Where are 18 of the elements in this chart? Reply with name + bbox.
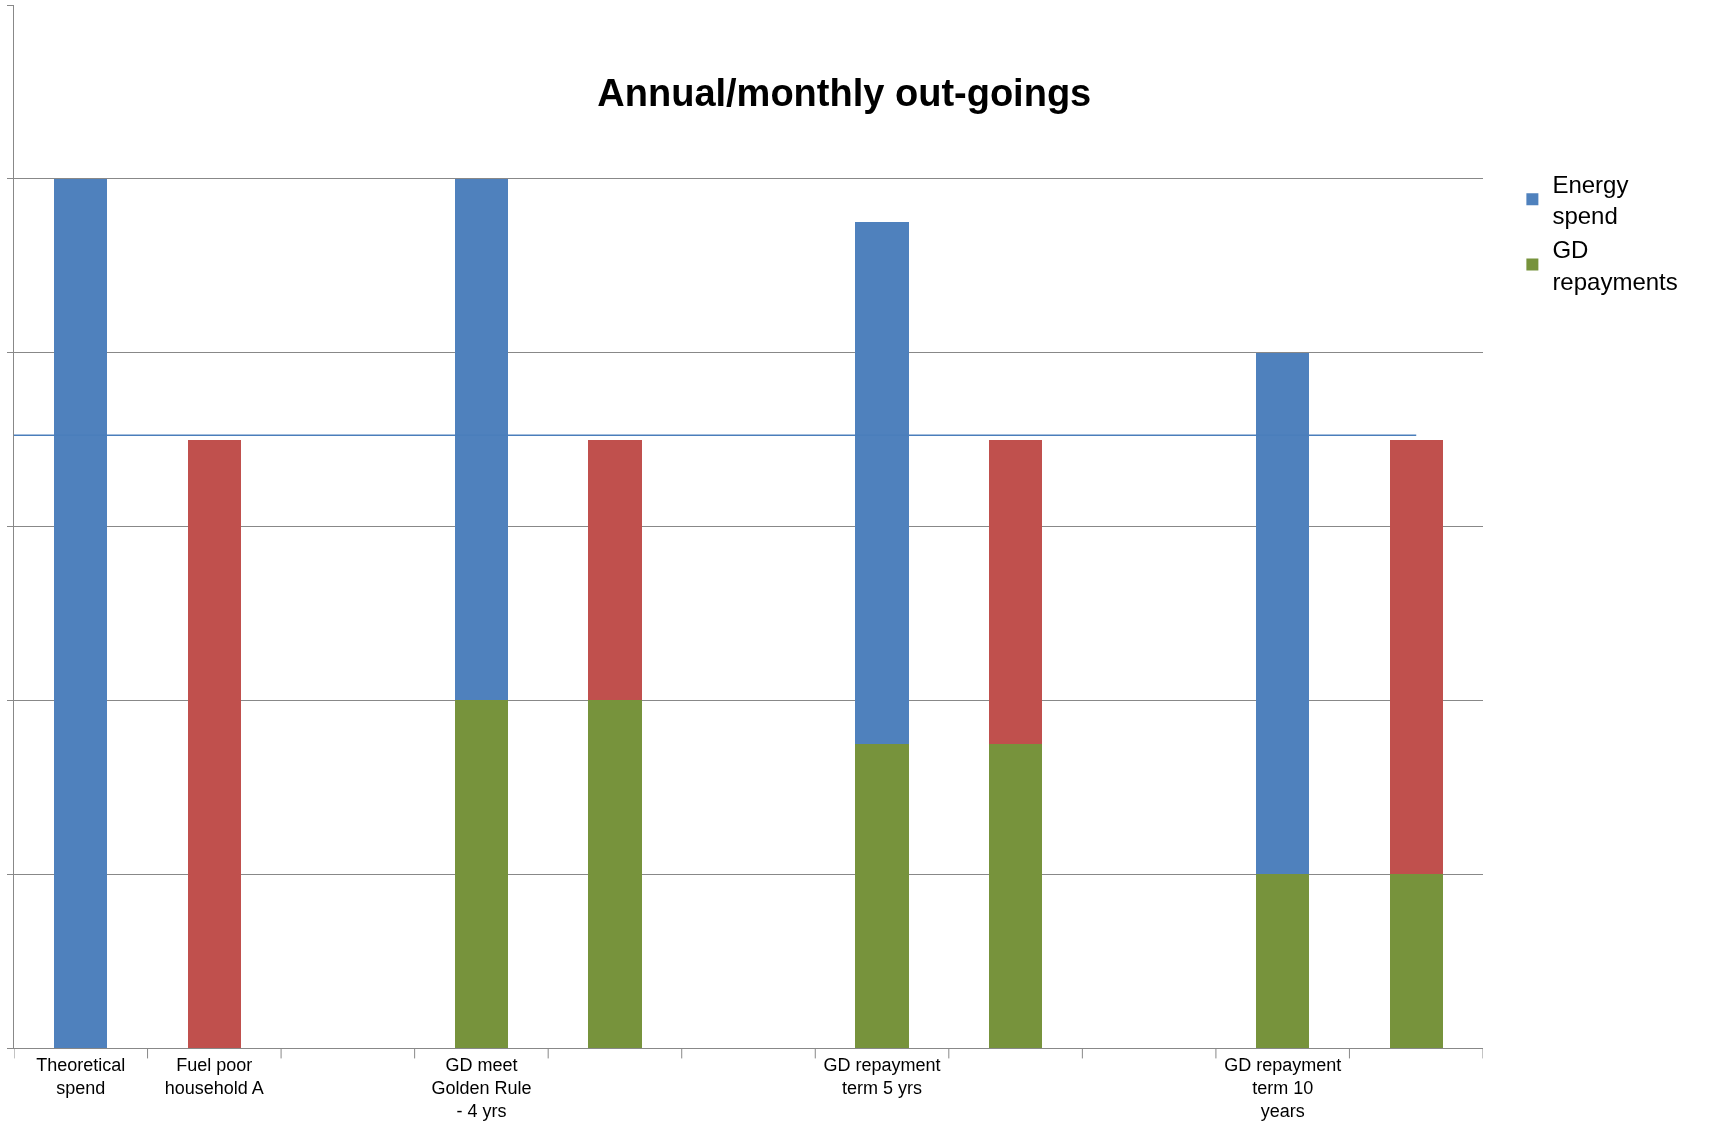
x-tick-label: Fuel poor household A	[164, 1054, 264, 1098]
x-tick-label: GD meet Golden Rule - 4 yrs	[431, 1054, 532, 1122]
bar	[1389, 874, 1443, 1048]
x-tick-label: Theoretical spend	[36, 1054, 126, 1098]
bar	[988, 743, 1043, 1048]
bar	[588, 700, 642, 1048]
chart-title: Annual/monthly out-goings	[597, 72, 1092, 115]
bar	[1389, 439, 1443, 875]
bar	[454, 700, 509, 1048]
legend-label: Energy spend	[1552, 170, 1629, 230]
bar	[855, 743, 909, 1048]
legend-label: GD repayments	[1552, 236, 1678, 295]
x-tick-label: GD repayment term 10 years	[1224, 1054, 1342, 1122]
bar	[988, 439, 1043, 744]
bar	[1255, 874, 1310, 1048]
bar	[187, 439, 242, 1048]
bar	[588, 439, 642, 701]
x-tick-label: GD repayment term 5 yrs	[823, 1054, 941, 1098]
